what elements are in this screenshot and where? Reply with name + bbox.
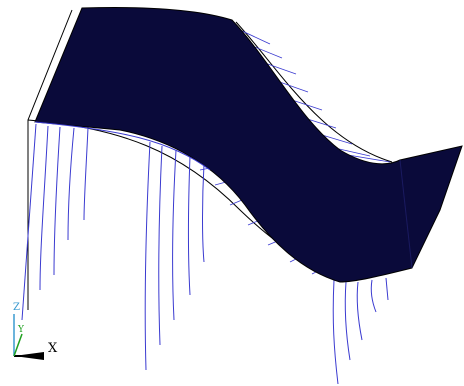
page: {"triad": {"z_label": "Z", "y_label": "Y… [0, 0, 464, 386]
y-label: Y [17, 325, 25, 335]
z-label: Z [13, 302, 20, 313]
x-label: X [48, 341, 58, 356]
viewport: Z Y X [0, 0, 464, 386]
